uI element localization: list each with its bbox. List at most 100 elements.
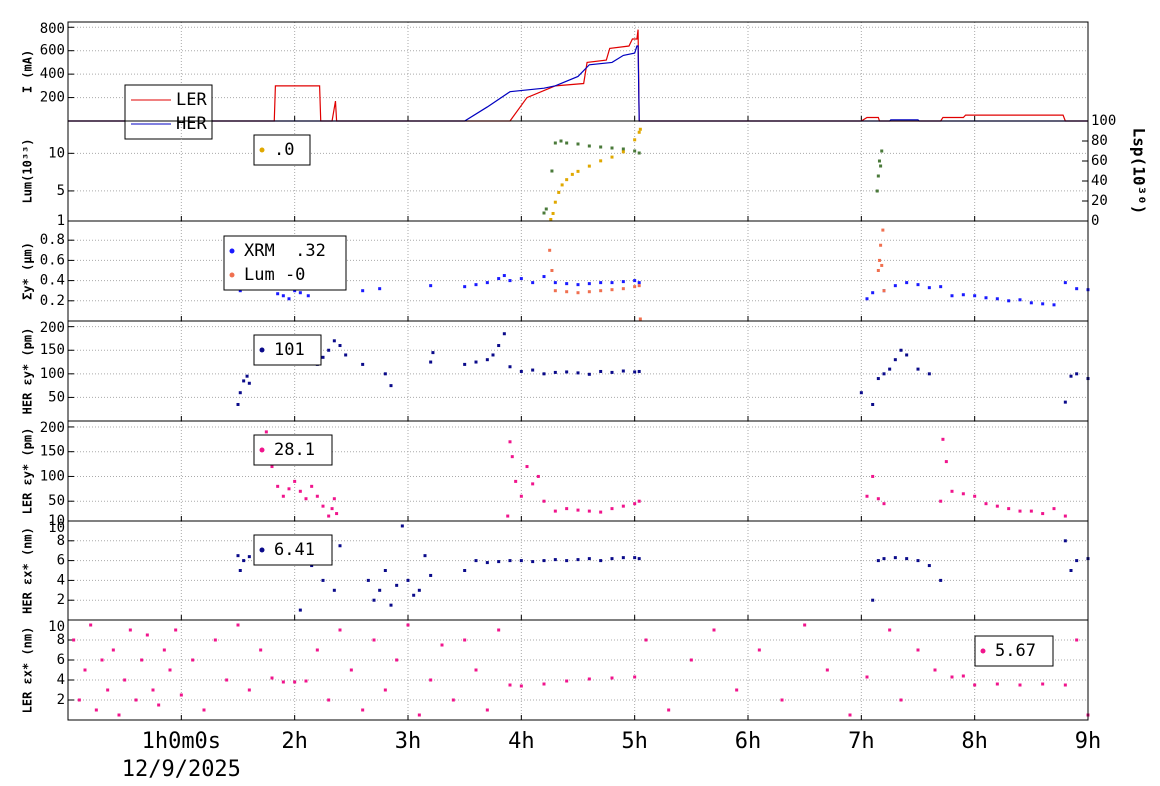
data-point (961, 492, 965, 496)
data-point (83, 668, 87, 672)
data-point (429, 360, 433, 364)
panel: 2 4 6 810 HER εx* (nm) 6.41 (21, 520, 1090, 621)
data-point (238, 289, 242, 293)
data-point (330, 507, 334, 511)
data-point (519, 684, 523, 688)
data-point (1075, 372, 1079, 376)
data-point (463, 362, 467, 366)
legend-swatch (259, 147, 265, 153)
y-tick-label: 4 (57, 572, 65, 588)
data-point (395, 583, 399, 587)
data-point (293, 680, 297, 684)
data-point (610, 370, 614, 374)
data-point (927, 286, 931, 290)
x-tick-label: 4h (508, 729, 535, 754)
data-point (327, 698, 331, 702)
data-point (321, 355, 325, 359)
data-point (1063, 400, 1067, 404)
data-point (803, 623, 807, 627)
data-point (431, 351, 435, 355)
data-point (242, 379, 246, 383)
data-point (587, 290, 591, 294)
data-point (77, 698, 81, 702)
data-point (372, 598, 376, 602)
data-point (599, 159, 603, 163)
data-point (916, 559, 920, 563)
data-point (378, 588, 382, 592)
data-point (247, 381, 251, 385)
data-point (876, 174, 880, 178)
data-point (633, 370, 637, 374)
y-axis-label: HER εx* (nm) (21, 527, 35, 614)
data-point (865, 675, 869, 679)
legend-label: Lum -0 (244, 265, 305, 285)
data-point (506, 514, 510, 518)
legend-label: 101 (274, 340, 305, 360)
data-point (508, 559, 512, 563)
data-point (1041, 512, 1045, 516)
data-point (565, 679, 569, 683)
data-point (599, 369, 603, 373)
data-point (361, 289, 365, 293)
data-point (553, 289, 557, 293)
plot-frame (67, 619, 1089, 721)
data-point (451, 698, 455, 702)
data-point (633, 556, 637, 560)
data-point (633, 285, 637, 289)
data-point (497, 277, 501, 281)
legend-swatch (259, 447, 265, 453)
legend-box (253, 334, 322, 366)
data-point (485, 358, 489, 362)
data-point (1029, 301, 1033, 305)
data-point (871, 402, 875, 406)
data-point (973, 294, 977, 298)
y-axis-label: LER εx* (nm) (21, 627, 35, 714)
legend-label: .0 (274, 140, 294, 160)
data-point (916, 283, 920, 287)
data-point (961, 293, 965, 297)
data-point (621, 556, 625, 560)
data-point (559, 139, 563, 143)
x-tick-label: 7h (848, 729, 875, 754)
data-point (876, 377, 880, 381)
data-point (638, 317, 642, 321)
data-point (876, 497, 880, 501)
data-point (888, 367, 892, 371)
data-point (610, 288, 614, 292)
y2-tick-label: 80 (1091, 133, 1108, 149)
x-date-label: 12/9/2025 (122, 757, 241, 782)
data-point (389, 603, 393, 607)
data-point (485, 561, 489, 565)
data-point (973, 494, 977, 498)
data-point (474, 360, 478, 364)
data-point (587, 557, 591, 561)
legend-label: XRM .32 (244, 241, 326, 261)
data-point (247, 555, 251, 559)
data-point (1018, 298, 1022, 302)
data-point (944, 460, 948, 464)
x-tick-label: 8h (961, 729, 988, 754)
data-point (553, 509, 557, 513)
data-point (871, 474, 875, 478)
legend-swatch (229, 248, 235, 254)
data-point (551, 211, 555, 215)
y-axis-label: LER εy* (pm) (21, 428, 35, 515)
y2-tick-label: 40 (1091, 173, 1108, 189)
data-point (621, 504, 625, 508)
y2-axis-label: Lsp(10³⁰) (1130, 128, 1149, 215)
data-point (179, 693, 183, 697)
y-tick-label: 10 (48, 619, 65, 635)
data-point (338, 544, 342, 548)
data-point (395, 658, 399, 662)
data-point (735, 688, 739, 692)
data-point (389, 384, 393, 388)
data-point (637, 281, 641, 285)
data-point (576, 169, 580, 173)
data-point (162, 648, 166, 652)
data-point (417, 588, 421, 592)
data-point (893, 556, 897, 560)
data-point (610, 557, 614, 561)
data-point (238, 391, 242, 395)
data-point (111, 648, 115, 652)
data-point (550, 268, 554, 272)
